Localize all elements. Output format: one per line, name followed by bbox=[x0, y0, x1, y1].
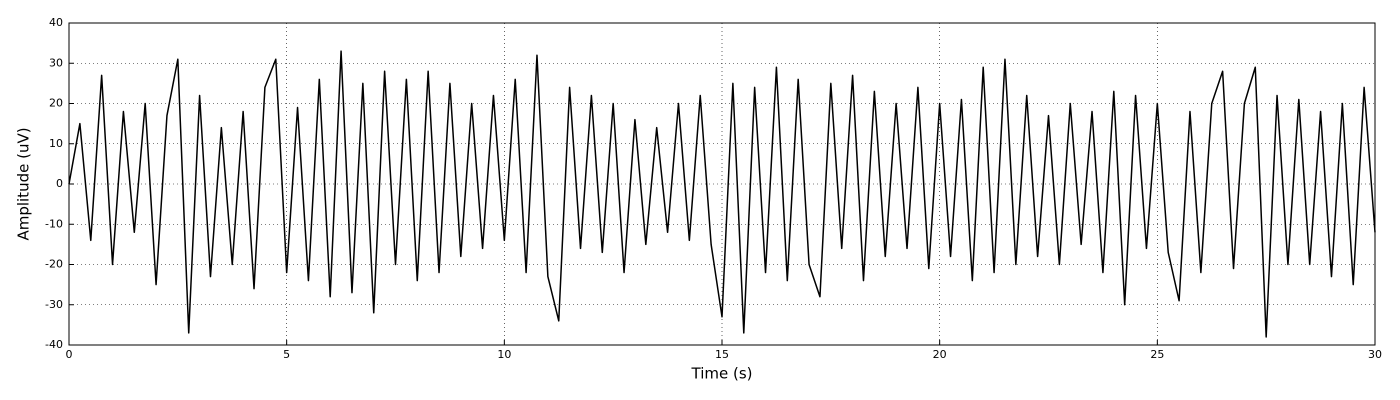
y-tick-label: 30 bbox=[49, 56, 63, 69]
x-tick-label: 15 bbox=[715, 348, 729, 361]
y-tick-label: 0 bbox=[56, 177, 63, 190]
x-axis-label: Time (s) bbox=[691, 365, 753, 383]
y-tick-label: -20 bbox=[45, 258, 63, 271]
y-tick-label: -30 bbox=[45, 298, 63, 311]
x-tick-label: 10 bbox=[497, 348, 511, 361]
y-tick-label: -10 bbox=[45, 217, 63, 230]
y-axis-label: Amplitude (uV) bbox=[15, 127, 33, 240]
signal-line bbox=[68, 50, 1376, 338]
y-tick-label: 20 bbox=[49, 97, 63, 110]
x-tick-label: 20 bbox=[933, 348, 947, 361]
x-tick-label: 30 bbox=[1368, 348, 1382, 361]
y-tick-label: 10 bbox=[49, 137, 63, 150]
x-tick-label: 25 bbox=[1150, 348, 1164, 361]
plot-frame bbox=[68, 22, 1376, 346]
y-tick-label: 40 bbox=[49, 16, 63, 29]
x-tick-label: 0 bbox=[66, 348, 73, 361]
y-tick-label: -40 bbox=[45, 338, 63, 351]
x-tick-label: 5 bbox=[283, 348, 290, 361]
